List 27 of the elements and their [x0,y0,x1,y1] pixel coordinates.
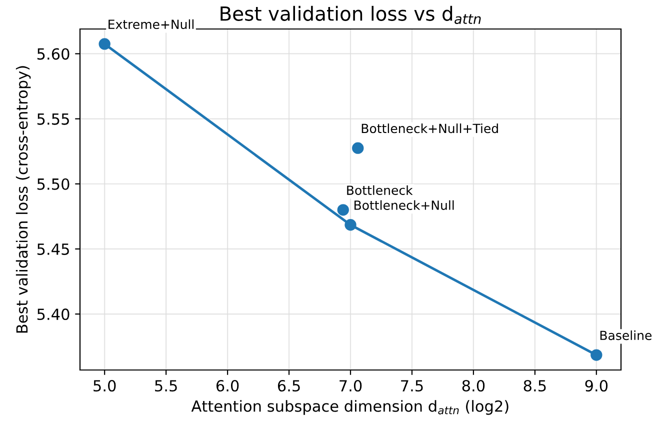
x-tick-label: 7.5 [401,380,423,392]
point [352,142,364,154]
point [337,204,349,216]
x-tick-label: 6.0 [216,380,239,392]
y-tick-label: 5.55 [37,113,69,125]
y-tick-label: 5.50 [37,178,70,190]
point [344,219,356,231]
x-axis-title: Attention subspace dimension d$_{attn}$ (log2) [191,400,508,415]
y-axis-title: Best validation loss (cross-entropy) [16,66,31,333]
x-tick-label: 6.5 [278,380,300,392]
x-tick-label: 8.5 [524,380,546,392]
annotation: Extreme+Null [108,19,194,30]
annotation: Bottleneck [347,185,413,195]
x-tick-label: 7.0 [340,380,362,392]
annotation: Bottleneck+Null+Tied [362,123,498,134]
y-tick-label: 5.40 [37,308,70,320]
chart-title: Best validation loss vs d$_{attn}$ [220,6,481,24]
x-tick-label: 9.0 [585,380,608,392]
x-tick-label: 5.5 [155,380,177,392]
x-tick-label: 8.0 [462,380,485,392]
annotation: Baseline [600,330,652,340]
point [98,38,110,50]
point [590,349,602,361]
annotation: Bottleneck+Null [354,200,454,210]
y-tick-label: 5.45 [37,244,69,255]
y-tick-label: 5.60 [37,48,70,60]
x-tick-label: 5.0 [94,380,116,392]
